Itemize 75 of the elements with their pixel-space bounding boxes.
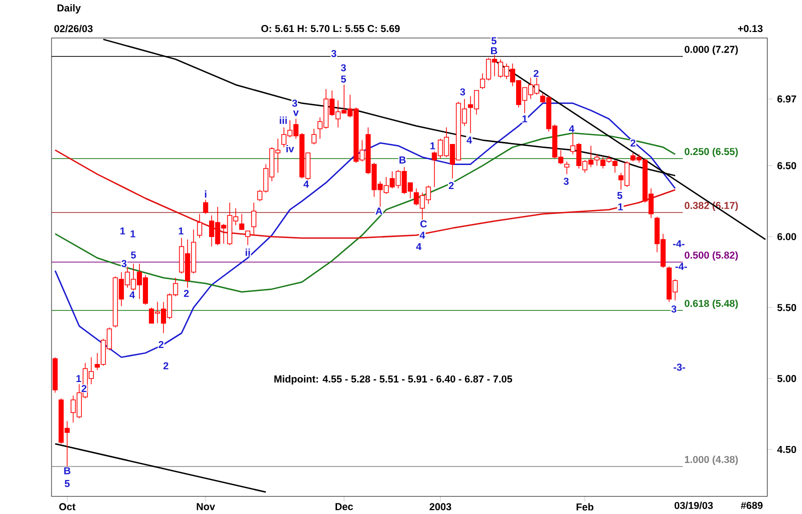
- annotation: v: [293, 110, 299, 116]
- y-tick-label: 5.50: [777, 304, 796, 312]
- annotation: 4: [416, 243, 422, 250]
- chart-title: Daily: [58, 4, 81, 14]
- ref-line-label: 0.000 (7.27): [684, 45, 738, 55]
- annotation: 2: [184, 290, 189, 297]
- annotation: Midpoint: 4.55 - 5.28 - 5.51 - 5.91 - 6.40 - 6.87 - 7.05: [274, 375, 512, 384]
- annotation: C: [420, 220, 427, 228]
- annotation: A: [376, 208, 382, 214]
- annotation: 3: [122, 260, 126, 268]
- x-tick-label: Feb: [576, 503, 594, 510]
- annotation: 4: [568, 125, 574, 132]
- annotation: 3: [564, 178, 569, 185]
- x-tick-label: Oct: [59, 503, 76, 510]
- y-tick-label: 6.00: [777, 233, 796, 240]
- x-tick-label: Nov: [196, 503, 216, 510]
- text: +0.13: [738, 24, 763, 32]
- ref-line-label: 0.618 (5.48): [684, 299, 738, 309]
- candlestick: [197, 213, 202, 238]
- x-tick-label: 2003: [430, 503, 452, 510]
- annotation: 3: [292, 100, 298, 107]
- annotation: -4-: [673, 240, 684, 248]
- annotation: iv: [286, 144, 294, 152]
- x-tick-label: Dec: [336, 503, 353, 510]
- annotation: 5: [617, 192, 622, 199]
- annotation: ii: [246, 248, 250, 256]
- candlestick: [245, 230, 250, 246]
- annotation: 2: [163, 362, 168, 370]
- annotation: 5: [64, 480, 70, 487]
- annotation: 3: [340, 64, 346, 72]
- annotation: 1: [618, 203, 623, 210]
- annotation: 2: [630, 139, 636, 146]
- ref-line-label: 0.500 (5.82): [684, 251, 738, 261]
- ref-line-label: 0.250 (6.55): [684, 148, 738, 157]
- annotation: 1: [178, 227, 184, 234]
- annotation: 3: [460, 88, 466, 96]
- annotation: 2: [448, 182, 454, 189]
- annotation: 1: [430, 142, 436, 150]
- annotation: 1: [76, 375, 82, 382]
- candlestick: [311, 128, 317, 145]
- annotation: 4: [420, 232, 426, 239]
- y-tick-label: 4.50: [777, 446, 796, 453]
- text: 03/19/03: [674, 502, 713, 510]
- annotation: B: [491, 47, 498, 54]
- candlestick: [239, 213, 244, 230]
- annotation: 3: [331, 50, 336, 58]
- annotation: -3-: [674, 364, 686, 371]
- annotation: 4: [466, 136, 472, 144]
- annotation: 1: [130, 230, 136, 238]
- annotation: B: [400, 156, 406, 164]
- candlestick: [251, 202, 256, 236]
- y-tick-label: 6.97: [777, 95, 796, 102]
- annotation: 5: [492, 37, 496, 44]
- annotation: 5: [130, 252, 136, 258]
- annotation: iii: [280, 116, 287, 124]
- candlestick: [203, 199, 208, 214]
- annotation: -4-: [675, 262, 687, 270]
- annotation: 4: [130, 291, 135, 298]
- annotation: 1: [120, 227, 126, 234]
- text: 02/26/03: [54, 24, 93, 32]
- ref-line-label: 1.000 (4.38): [684, 456, 738, 465]
- annotation: i: [204, 190, 206, 198]
- annotation: 3: [671, 305, 676, 312]
- text: #689: [740, 502, 763, 509]
- annotation: 2: [82, 384, 86, 392]
- annotation: 4: [304, 180, 309, 188]
- annotation: 1: [522, 115, 528, 122]
- y-tick-label: 6.50: [777, 162, 796, 170]
- y-tick-label: 5.00: [777, 374, 796, 382]
- annotation: 2: [158, 340, 164, 348]
- annotation: B: [64, 467, 70, 474]
- annotation: 2: [534, 70, 538, 77]
- candlestick: [564, 160, 570, 174]
- text: O: 5.61 H: 5.70 L: 5.55 C: 5.69: [261, 24, 400, 32]
- annotation: 5: [341, 76, 346, 83]
